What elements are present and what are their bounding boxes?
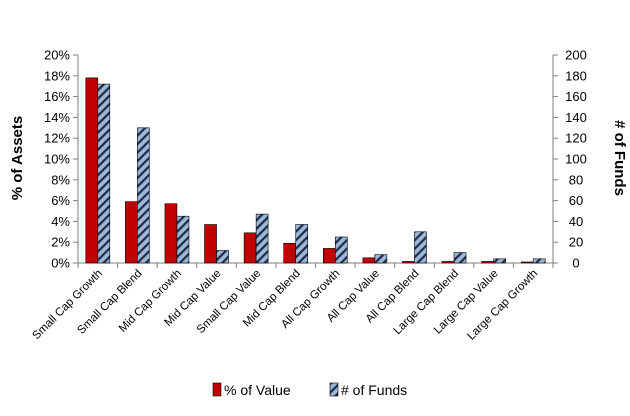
right-tick-label: 100 (565, 152, 587, 167)
bar-value-8 (402, 261, 415, 264)
left-tick-label: 20% (44, 48, 70, 63)
right-tick-label: 160 (565, 89, 587, 104)
tick-labels: 0% 2% 4% 6% 8% 10% 12% 14% 16% 18% 20% 0 20 40 60 80 100… (30, 48, 586, 343)
bar-value-5 (283, 242, 297, 264)
legend-swatch-value (212, 382, 222, 397)
bar-value-6 (322, 248, 336, 264)
bar-funds-8 (414, 231, 427, 264)
legend: % of Value # of Funds (212, 382, 407, 398)
right-tick-label: 140 (565, 110, 587, 125)
right-tick-label: 0 (572, 256, 579, 271)
bar-value-9 (441, 261, 455, 264)
bar-funds-10 (493, 258, 506, 264)
bar-funds-7 (374, 254, 388, 264)
left-tick-label: 8% (51, 172, 70, 187)
axes (73, 54, 558, 268)
right-tick-label: 60 (569, 193, 583, 208)
category-label: Small Cap Growth (30, 268, 104, 342)
bar-funds-9 (453, 252, 467, 264)
bar-funds-4 (255, 213, 269, 264)
bar-value-7 (362, 257, 376, 264)
right-tick-label: 180 (565, 68, 587, 83)
right-tick-label: 20 (569, 235, 583, 250)
legend-label-funds: # of Funds (341, 382, 407, 398)
bar-value-11 (520, 261, 534, 264)
bars (85, 77, 546, 264)
left-tick-label: 16% (44, 89, 70, 104)
bar-funds-11 (532, 258, 546, 264)
left-tick-label: 18% (44, 68, 70, 83)
right-tick-label: 200 (565, 48, 587, 63)
right-tick-label: 120 (565, 131, 587, 146)
bar-value-10 (481, 261, 494, 264)
left-tick-label: 2% (51, 235, 70, 250)
bar-value-3 (204, 224, 217, 264)
right-tick-label: 80 (569, 172, 583, 187)
left-tick-label: 6% (51, 193, 70, 208)
bar-funds-2 (176, 215, 190, 264)
bar-funds-3 (216, 250, 229, 264)
bar-value-0 (85, 77, 99, 264)
bar-value-2 (164, 203, 178, 264)
left-axis-title: % of Assets (9, 116, 26, 200)
legend-swatch-funds (329, 382, 339, 397)
left-tick-label: 10% (44, 152, 70, 167)
left-tick-label: 12% (44, 131, 70, 146)
category-label: Large Cap Growth (465, 268, 540, 343)
left-tick-label: 4% (51, 214, 70, 229)
left-tick-label: 14% (44, 110, 70, 125)
bar-value-1 (125, 201, 138, 264)
bar-funds-5 (295, 224, 309, 264)
right-tick-label: 40 (569, 214, 583, 229)
right-axis-title: # of Funds (611, 120, 628, 196)
bar-value-4 (243, 232, 257, 264)
left-tick-label: 0% (51, 256, 70, 271)
bar-funds-0 (97, 83, 111, 264)
bar-funds-1 (137, 127, 150, 264)
bar-funds-6 (334, 236, 348, 264)
legend-label-value: % of Value (224, 382, 291, 398)
